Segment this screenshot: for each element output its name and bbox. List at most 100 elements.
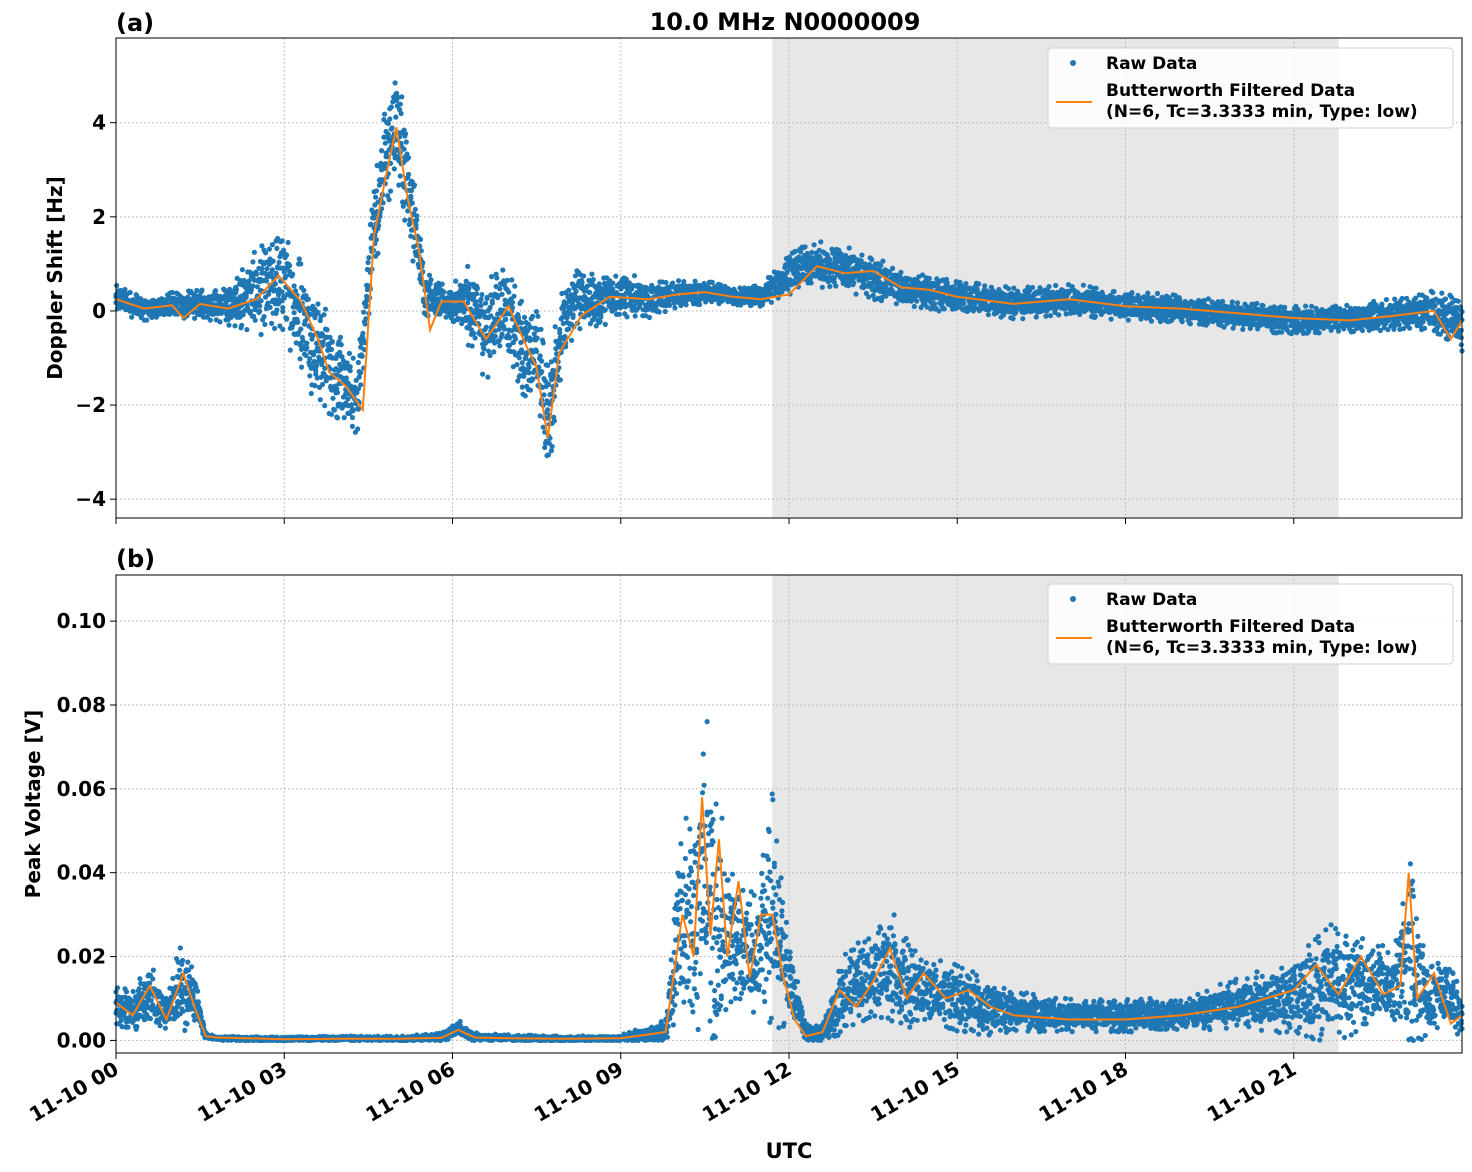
raw-data-point bbox=[914, 298, 920, 304]
raw-data-point bbox=[337, 334, 344, 340]
raw-data-point bbox=[539, 358, 545, 364]
raw-data-point bbox=[1111, 288, 1117, 295]
raw-data-point bbox=[802, 244, 808, 250]
raw-data-point bbox=[409, 200, 415, 206]
raw-data-point bbox=[252, 317, 258, 323]
raw-data-point bbox=[537, 413, 543, 419]
raw-data-point bbox=[499, 331, 505, 337]
raw-data-point bbox=[359, 353, 365, 359]
raw-data-point bbox=[537, 353, 543, 359]
raw-data-point bbox=[291, 283, 297, 289]
raw-data-point bbox=[527, 387, 534, 393]
raw-data-point bbox=[269, 242, 275, 248]
raw-data-point bbox=[207, 317, 213, 323]
raw-data-point bbox=[593, 323, 599, 329]
raw-data-point bbox=[265, 300, 271, 306]
raw-data-point bbox=[322, 306, 329, 312]
raw-data-point bbox=[485, 374, 491, 380]
raw-data-point bbox=[338, 342, 344, 348]
raw-data-point bbox=[519, 360, 525, 366]
raw-data-point bbox=[258, 331, 264, 338]
raw-data-point bbox=[1010, 316, 1016, 322]
raw-data-point bbox=[1335, 328, 1342, 334]
raw-data-point bbox=[926, 275, 932, 281]
raw-data-point bbox=[259, 243, 265, 249]
raw-data-point bbox=[514, 362, 520, 368]
raw-data-point bbox=[441, 289, 447, 295]
raw-data-point bbox=[548, 448, 555, 454]
raw-data-point bbox=[267, 304, 273, 310]
panel-a-ylabel: Doppler Shift [Hz] bbox=[43, 176, 67, 380]
raw-data-point bbox=[212, 288, 219, 294]
raw-data-point bbox=[616, 311, 623, 317]
raw-data-point bbox=[343, 375, 349, 381]
raw-data-point bbox=[1234, 300, 1241, 306]
raw-data-point bbox=[403, 139, 409, 145]
raw-data-point bbox=[382, 111, 388, 117]
raw-data-point bbox=[344, 360, 350, 366]
raw-data-point bbox=[428, 277, 434, 283]
raw-data-point bbox=[373, 194, 379, 200]
raw-data-point bbox=[232, 323, 238, 329]
raw-data-point bbox=[589, 271, 595, 277]
raw-data-point bbox=[898, 269, 904, 275]
raw-data-point bbox=[866, 294, 872, 300]
raw-data-point bbox=[281, 247, 287, 253]
raw-data-point bbox=[270, 258, 276, 264]
raw-data-point bbox=[557, 330, 563, 336]
raw-data-point bbox=[519, 349, 525, 355]
raw-data-point bbox=[319, 381, 326, 388]
raw-data-point bbox=[355, 406, 361, 412]
raw-data-point bbox=[676, 278, 682, 284]
raw-data-point bbox=[239, 267, 245, 273]
raw-data-point bbox=[391, 166, 397, 172]
raw-data-point bbox=[827, 283, 833, 290]
raw-data-point bbox=[602, 307, 608, 313]
raw-data-point bbox=[362, 321, 368, 327]
raw-data-point bbox=[344, 391, 350, 397]
raw-data-point bbox=[474, 285, 480, 291]
raw-data-point bbox=[540, 424, 546, 430]
raw-data-point bbox=[516, 355, 522, 361]
raw-data-point bbox=[315, 301, 321, 307]
raw-data-point bbox=[298, 326, 304, 332]
raw-data-point bbox=[465, 263, 471, 269]
raw-data-point bbox=[361, 309, 367, 315]
raw-data-point bbox=[376, 182, 382, 188]
raw-data-point bbox=[276, 259, 282, 265]
raw-data-point bbox=[250, 283, 256, 289]
raw-data-point bbox=[851, 280, 857, 286]
raw-data-point bbox=[518, 298, 525, 304]
raw-data-point bbox=[561, 304, 567, 311]
raw-data-point bbox=[405, 171, 412, 177]
raw-data-point bbox=[566, 326, 572, 332]
raw-data-point bbox=[541, 392, 547, 398]
raw-data-point bbox=[397, 173, 403, 179]
raw-data-point bbox=[581, 273, 587, 279]
raw-data-point bbox=[1063, 311, 1069, 317]
raw-data-point bbox=[398, 110, 404, 117]
raw-data-point bbox=[257, 308, 263, 314]
raw-data-point bbox=[219, 309, 225, 315]
raw-data-point bbox=[1125, 317, 1131, 323]
raw-data-point bbox=[1303, 303, 1309, 309]
raw-data-point bbox=[486, 348, 492, 354]
raw-data-point bbox=[411, 182, 418, 188]
raw-data-point bbox=[313, 362, 320, 369]
raw-data-point bbox=[331, 407, 338, 413]
raw-data-point bbox=[129, 314, 135, 320]
raw-data-point bbox=[982, 283, 988, 289]
raw-data-point bbox=[226, 322, 232, 328]
raw-data-point bbox=[341, 415, 347, 421]
raw-data-point bbox=[533, 348, 540, 354]
raw-data-point bbox=[530, 313, 536, 319]
raw-data-point bbox=[487, 304, 493, 311]
raw-data-point bbox=[233, 287, 240, 293]
raw-data-point bbox=[392, 80, 398, 86]
raw-data-point bbox=[1282, 304, 1288, 310]
raw-data-point bbox=[911, 303, 917, 310]
raw-data-point bbox=[471, 330, 477, 336]
raw-data-point bbox=[272, 281, 278, 287]
raw-data-point bbox=[469, 343, 475, 349]
raw-data-point bbox=[488, 313, 494, 319]
